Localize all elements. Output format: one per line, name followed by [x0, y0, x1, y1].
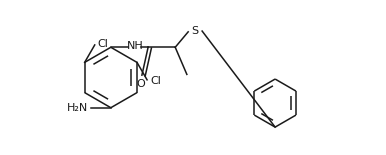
Text: NH: NH	[127, 42, 144, 51]
Text: O: O	[136, 79, 145, 89]
Text: Cl: Cl	[150, 76, 161, 86]
Text: H₂N: H₂N	[67, 103, 88, 113]
Text: S: S	[191, 26, 199, 36]
Text: Cl: Cl	[98, 39, 109, 49]
